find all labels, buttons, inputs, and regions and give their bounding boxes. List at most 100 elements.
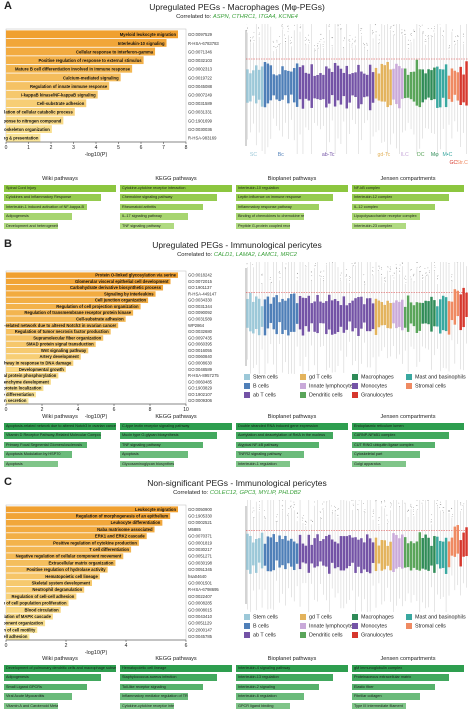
pathway-bar: Interleukin-2 signaling — [236, 683, 319, 691]
outlier-dot — [407, 511, 409, 512]
outlier-dot — [367, 49, 368, 51]
legend-swatch — [300, 374, 306, 380]
outlier-dot — [281, 505, 283, 507]
outlier-dot — [375, 31, 377, 33]
distribution-box — [319, 541, 322, 562]
outlier-dot — [390, 504, 392, 506]
outlier-dot — [264, 516, 265, 518]
outlier-dot — [363, 274, 365, 276]
pathway-label: TNFR2 signaling pathway — [238, 452, 282, 457]
distribution-box — [392, 68, 395, 100]
term-label: Interleukin-10 signaling — [118, 41, 165, 46]
distribution-box — [374, 537, 378, 572]
legend-item: ab T cells — [244, 392, 276, 398]
distribution-box — [444, 64, 448, 108]
distribution-box — [278, 535, 281, 568]
outlier-dot — [424, 268, 426, 269]
x-tick-label: 0 — [5, 407, 8, 413]
outlier-dot — [354, 262, 356, 263]
term-bar — [6, 573, 100, 580]
outlier-dot — [300, 25, 302, 27]
pathway-label: Primary Focal Segmental Glomeruloscleros… — [6, 442, 82, 447]
term-id: GO:1902107 — [188, 392, 213, 397]
outlier-dot — [287, 25, 289, 27]
outlier-dot — [378, 43, 379, 45]
outlier-dot — [371, 274, 373, 276]
outlier-dot — [387, 523, 389, 524]
outlier-dot — [310, 519, 312, 521]
pathway-bar: IL-12 complex — [352, 203, 435, 211]
outlier-dot — [417, 262, 418, 263]
pathway-label: Endoplasmic reticulum lumen — [354, 424, 404, 428]
pathway-label: Elastic fiber — [354, 684, 374, 689]
outlier-dot — [340, 279, 341, 281]
pathway-label: Binding of chemokines to chemokine recep… — [238, 214, 305, 219]
distribution-box — [345, 305, 349, 330]
outlier-dot — [457, 40, 458, 42]
outlier-dot — [269, 278, 271, 280]
outlier-dot — [392, 25, 394, 27]
pathway-category-title: Wiki pathways — [42, 176, 78, 182]
outlier-dot — [253, 32, 255, 34]
distribution-box — [351, 300, 354, 332]
term-bar — [6, 310, 134, 316]
outlier-dot — [413, 511, 414, 513]
term-label: Regulation of tumor necrosis factor prod… — [15, 329, 109, 334]
outlier-dot — [349, 275, 350, 277]
outlier-dot — [278, 272, 280, 273]
outlier-dot — [410, 503, 412, 505]
term-bar — [6, 613, 53, 620]
outlier-dot — [393, 272, 395, 274]
outlier-dot — [463, 503, 465, 505]
outlier-dot — [410, 35, 412, 36]
outlier-dot — [390, 269, 391, 271]
outlier-dot — [253, 510, 255, 512]
outlier-dot — [285, 38, 286, 39]
distribution-box — [456, 72, 460, 101]
distribution-box — [292, 541, 296, 571]
term-bar — [6, 291, 156, 297]
legend-item: Monocytes — [352, 623, 387, 629]
outlier-dot — [378, 39, 380, 41]
legend-item: Macrophages — [352, 614, 394, 620]
outlier-dot — [411, 32, 412, 34]
outlier-dot — [460, 508, 462, 510]
outlier-dot — [411, 268, 412, 270]
outlier-dot — [290, 505, 291, 507]
distribution-box — [389, 541, 392, 571]
term-bar — [6, 566, 108, 573]
term-bar — [6, 580, 92, 586]
outlier-dot — [375, 500, 376, 502]
outlier-dot — [428, 272, 430, 273]
outlier-dot — [442, 507, 444, 508]
term-bar — [6, 526, 155, 533]
outlier-dot — [323, 270, 325, 272]
distribution-box — [336, 301, 340, 332]
legend-item: Mast and basinophils — [406, 614, 466, 620]
pathway-bar: Double stranded RNA induced gene express… — [236, 423, 348, 430]
distribution-box — [307, 73, 311, 101]
pathway-label: C-type lectin receptor signaling pathway — [122, 424, 190, 428]
pathway-category-title: Bioplanet pathways — [267, 176, 317, 182]
distribution-box — [406, 295, 410, 332]
outlier-dot — [431, 28, 433, 29]
pathway-bar: Acetylation and deacetylation of RelA in… — [236, 432, 334, 439]
outlier-dot — [352, 503, 354, 505]
pathway-bar: TNFR2 signaling pathway — [236, 451, 305, 458]
outlier-dot — [281, 25, 283, 27]
outlier-dot — [290, 505, 292, 507]
outlier-dot — [384, 281, 386, 282]
outlier-dot — [326, 501, 328, 503]
pathway-label: Vitamin A and Carotenoid Metabolism — [6, 703, 58, 708]
outlier-dot — [252, 511, 254, 513]
outlier-dot — [372, 270, 373, 272]
outlier-dot — [437, 274, 439, 276]
outlier-dot — [311, 275, 313, 277]
distribution-box — [322, 74, 325, 100]
outlier-dot — [448, 510, 449, 511]
term-id: GO:0097435 — [188, 335, 213, 340]
panel-label: B — [4, 238, 12, 250]
distribution-box — [333, 299, 337, 334]
outlier-dot — [279, 277, 281, 279]
distribution-box — [418, 302, 422, 331]
